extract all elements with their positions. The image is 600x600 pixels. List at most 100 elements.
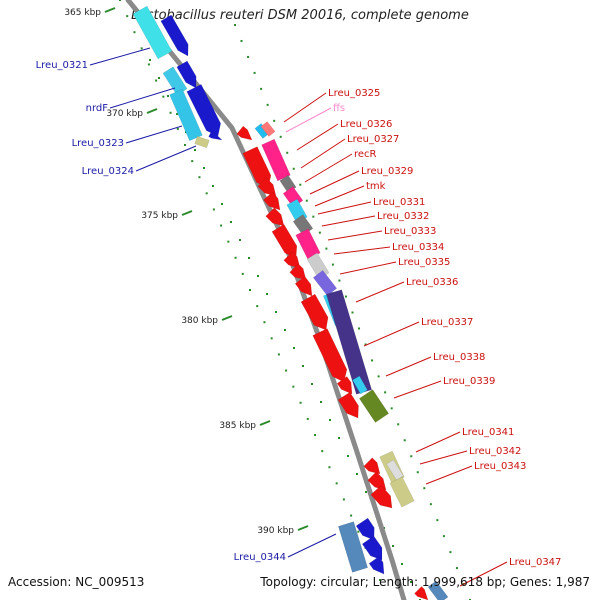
grid-dot [184,144,186,146]
grid-dot [442,535,445,538]
grid-dot [198,176,201,179]
grid-dot [356,473,358,475]
leader-line [459,561,508,587]
gene-label: ffs [333,103,345,114]
grid-dot [357,530,360,533]
grid-dot [176,113,178,115]
grid-dot [311,383,313,385]
grid-dot [266,293,268,295]
grid-dot [158,77,160,79]
grid-dot [241,272,244,275]
grid-dot [350,514,353,517]
leader-line [317,201,372,215]
gene-label: Lreu_0344 [234,552,286,563]
grid-dots [119,0,471,600]
gene-block [194,135,210,149]
grid-dot [140,47,143,50]
tick-label: 375 kbp [141,211,178,221]
gene-label: Lreu_0338 [433,352,485,363]
gene-block [361,535,383,561]
grid-dot [306,417,309,420]
gene-block [389,476,415,508]
grid-dot [347,455,349,457]
grid-dot [423,487,426,490]
gene-block [208,130,223,141]
gene-block [160,14,189,57]
grid-dot [377,375,380,378]
gene-block [352,375,368,395]
grid-dot [284,329,286,331]
gene-label: Lreu_0342 [469,446,521,457]
tick-label: 370 kbp [106,109,143,119]
leader-line [339,261,397,275]
grid-dot [305,199,308,202]
grid-dot [292,385,295,388]
grid-dot [205,192,208,195]
gene-block [162,66,188,96]
grid-dot [338,437,340,439]
grid-dot [234,256,237,259]
grid-dot [212,208,215,211]
leader-line [415,431,461,453]
grid-dot [240,39,243,42]
gene-features [132,5,449,600]
grid-dot [379,579,381,581]
gene-block [312,269,338,297]
grid-dot [155,79,158,82]
grid-dot [302,365,304,367]
gene-label: Lreu_0334 [392,242,444,253]
gene-label: nrdF [86,103,109,114]
gene-label: Lreu_0325 [328,88,380,99]
gene-label: Lreu_0326 [340,119,392,130]
tick-mark [146,108,158,114]
grid-dot [234,24,236,26]
gene-block [294,276,313,297]
gene-label: Lreu_0341 [462,427,514,438]
grid-dot [410,455,413,458]
gene-block [386,459,404,481]
gene-label: Lreu_0324 [82,166,134,177]
leader-line [283,92,327,123]
grid-dot [416,471,419,474]
leader-line [321,215,376,227]
gene-block [236,125,253,141]
grid-dot [299,401,302,404]
accession-text: Accession: NC_009513 [8,575,145,589]
gene-block [295,228,321,260]
leader-line [285,107,332,133]
grid-dot [342,498,345,501]
grid-dot [390,407,393,410]
tick-mark [259,420,271,426]
grid-dot [119,0,121,1]
grid-dot [249,289,251,291]
tick-label: 365 kbp [64,8,101,18]
grid-dot [239,239,241,241]
tick-label: 390 kbp [257,526,294,536]
gene-block [427,580,449,600]
grid-dot [320,401,322,403]
grid-dot [149,59,151,61]
leader-line [309,170,360,195]
grid-dot [162,95,165,98]
gene-block [283,251,301,269]
gene-block [367,471,387,491]
leader-line [135,145,197,172]
gene-block [312,328,348,383]
grid-dot [335,482,338,485]
gene-block [260,121,276,137]
grid-dot [286,151,289,154]
grid-dot [176,127,179,130]
gene-block [337,391,359,419]
leader-line [425,465,473,485]
grid-dot [312,215,315,218]
grid-dot [401,563,403,565]
leader-line [419,450,468,465]
gene-block [336,376,353,395]
grid-dot [248,257,250,259]
grid-dot [293,347,295,349]
grid-dot [338,279,341,282]
grid-dot [403,439,406,442]
leader-line [296,123,339,151]
grid-dot [325,247,328,250]
grid-dot [230,221,232,223]
